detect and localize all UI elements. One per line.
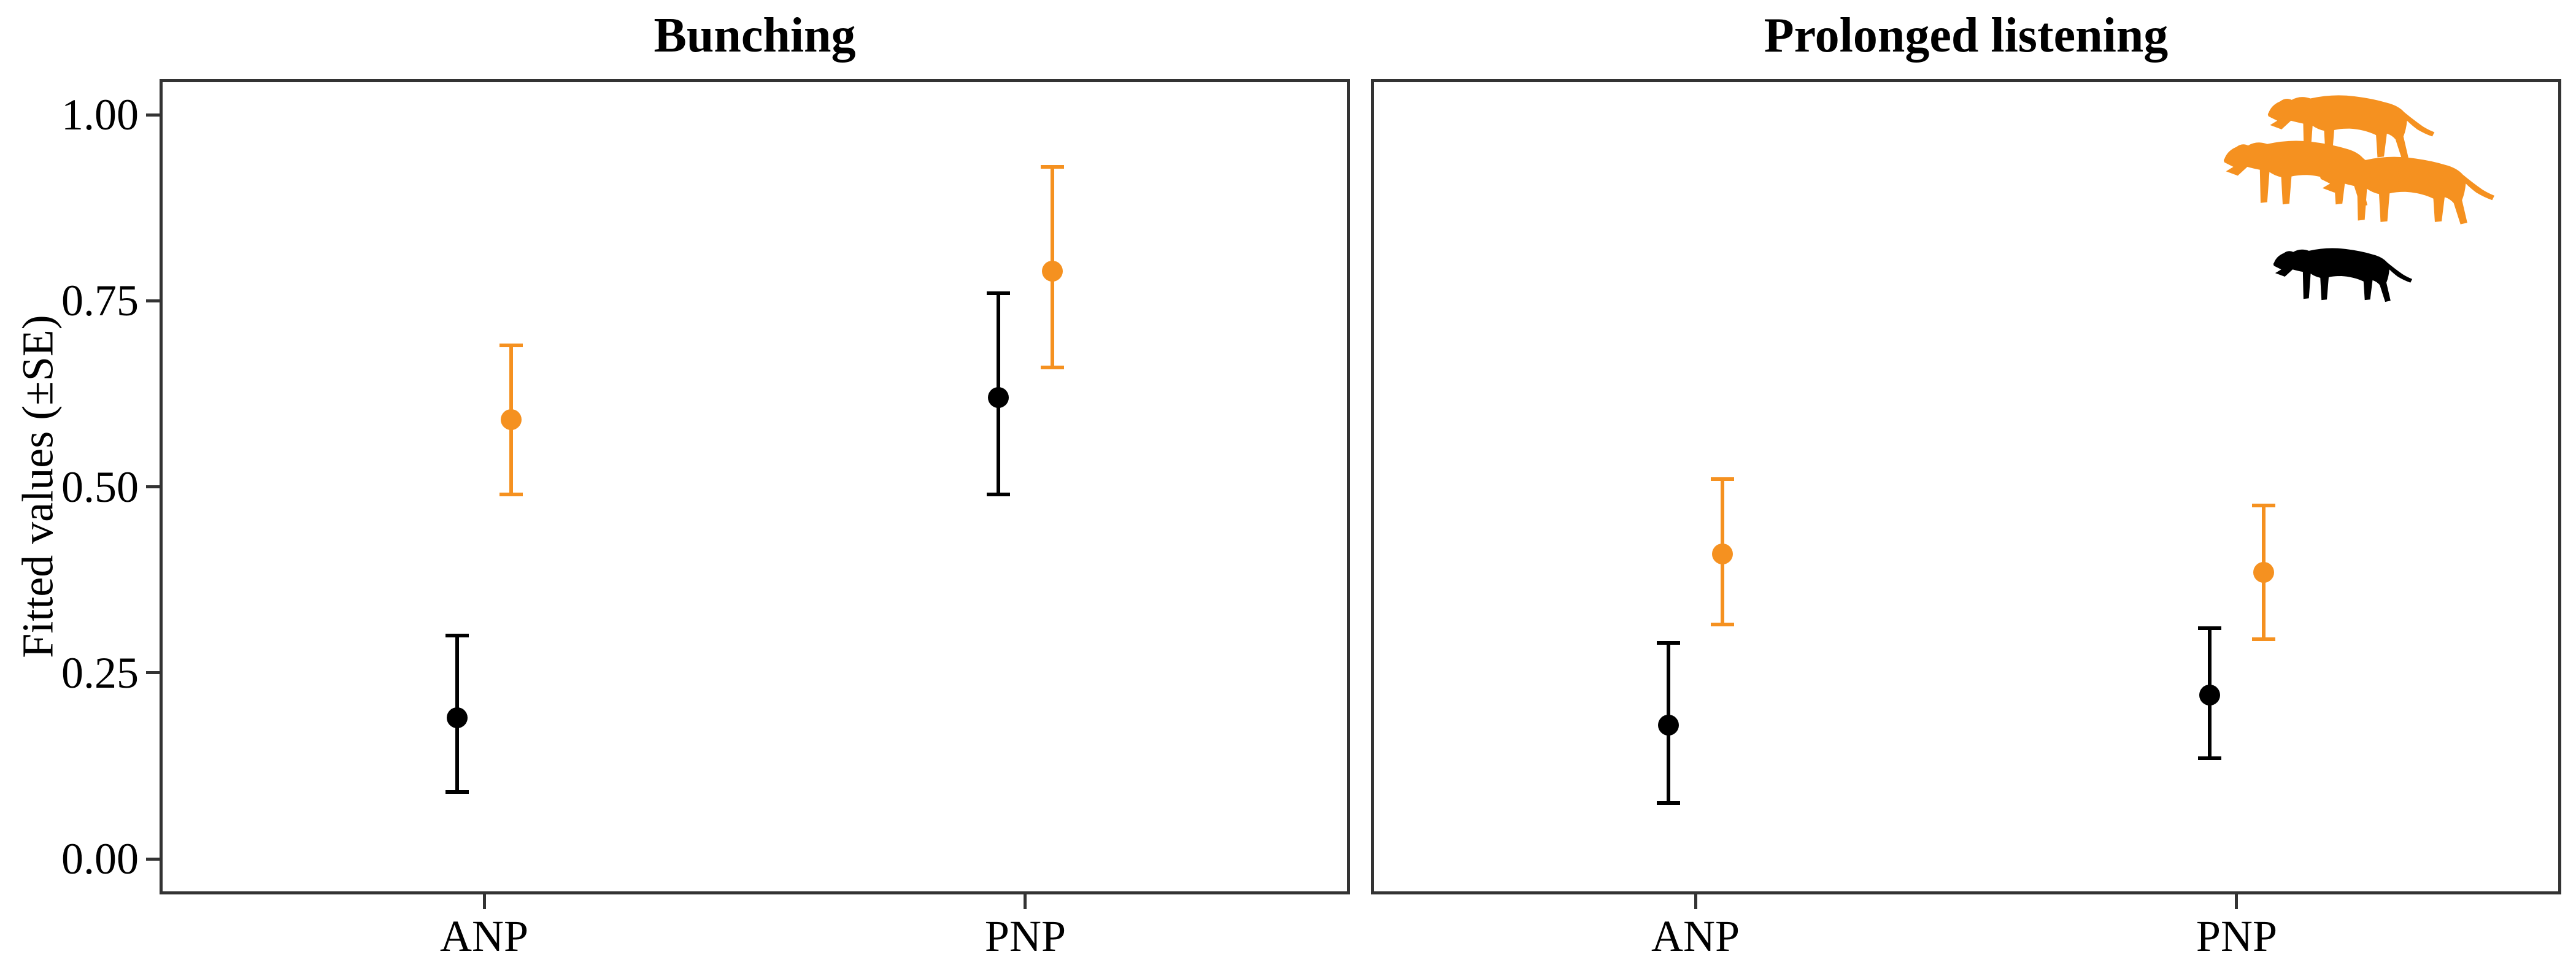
error-cap-top-group-pnp — [1041, 164, 1064, 169]
point-marker-group-pnp — [2253, 561, 2274, 583]
lion-silhouette-icon — [2273, 248, 2413, 302]
y-tick-label: 0.50 — [61, 462, 139, 512]
error-cap-top-single-anp — [445, 634, 469, 638]
y-tick-mark — [146, 857, 160, 861]
error-cap-top-single-pnp — [2197, 626, 2221, 630]
error-cap-bottom-group-pnp — [2252, 637, 2275, 642]
error-cap-top-group-anp — [1711, 477, 1735, 482]
error-cap-bottom-single-anp — [445, 790, 469, 794]
point-marker-group-anp — [501, 409, 522, 431]
x-tick-label-anp: ANP — [440, 912, 529, 957]
panel-title-prolonged-listening: Prolonged listening — [1764, 9, 2169, 63]
y-tick-mark — [146, 671, 160, 675]
single-lion-icon — [2270, 245, 2415, 306]
y-tick-mark — [146, 113, 160, 117]
y-tick-label: 1.00 — [61, 90, 139, 139]
error-cap-bottom-group-pnp — [1041, 366, 1064, 370]
lion-group-icon — [2220, 92, 2499, 232]
point-marker-single-pnp — [2199, 685, 2220, 706]
error-cap-bottom-single-pnp — [2197, 756, 2221, 761]
y-tick-label: 0.00 — [61, 834, 139, 883]
error-cap-top-single-anp — [1657, 641, 1680, 645]
lion-silhouette-icon — [2320, 156, 2495, 225]
y-tick-label: 0.25 — [61, 648, 139, 698]
y-tick-mark — [146, 485, 160, 488]
point-marker-single-pnp — [987, 386, 1009, 408]
x-tick-label-pnp: PNP — [2196, 912, 2277, 957]
x-tick-mark — [1024, 894, 1027, 909]
x-tick-label-anp: ANP — [1651, 912, 1740, 957]
y-tick-mark — [146, 299, 160, 302]
error-cap-top-single-pnp — [986, 291, 1010, 296]
point-marker-group-pnp — [1042, 260, 1063, 282]
error-cap-bottom-group-anp — [1711, 622, 1735, 626]
error-cap-top-group-pnp — [2252, 503, 2275, 507]
error-cap-bottom-single-anp — [1657, 801, 1680, 805]
panel-bunching — [160, 79, 1350, 894]
point-marker-single-anp — [447, 707, 468, 728]
error-cap-top-group-anp — [499, 344, 523, 348]
panel-title-bunching: Bunching — [654, 9, 856, 63]
x-tick-mark — [2235, 894, 2239, 909]
error-cap-bottom-group-anp — [499, 492, 523, 496]
point-marker-group-anp — [1712, 543, 1733, 564]
x-tick-label-pnp: PNP — [984, 912, 1066, 957]
x-tick-mark — [482, 894, 486, 909]
error-cap-bottom-single-pnp — [986, 492, 1010, 496]
x-tick-mark — [1694, 894, 1697, 909]
y-tick-label: 0.75 — [61, 276, 139, 326]
point-marker-single-anp — [1658, 714, 1679, 736]
